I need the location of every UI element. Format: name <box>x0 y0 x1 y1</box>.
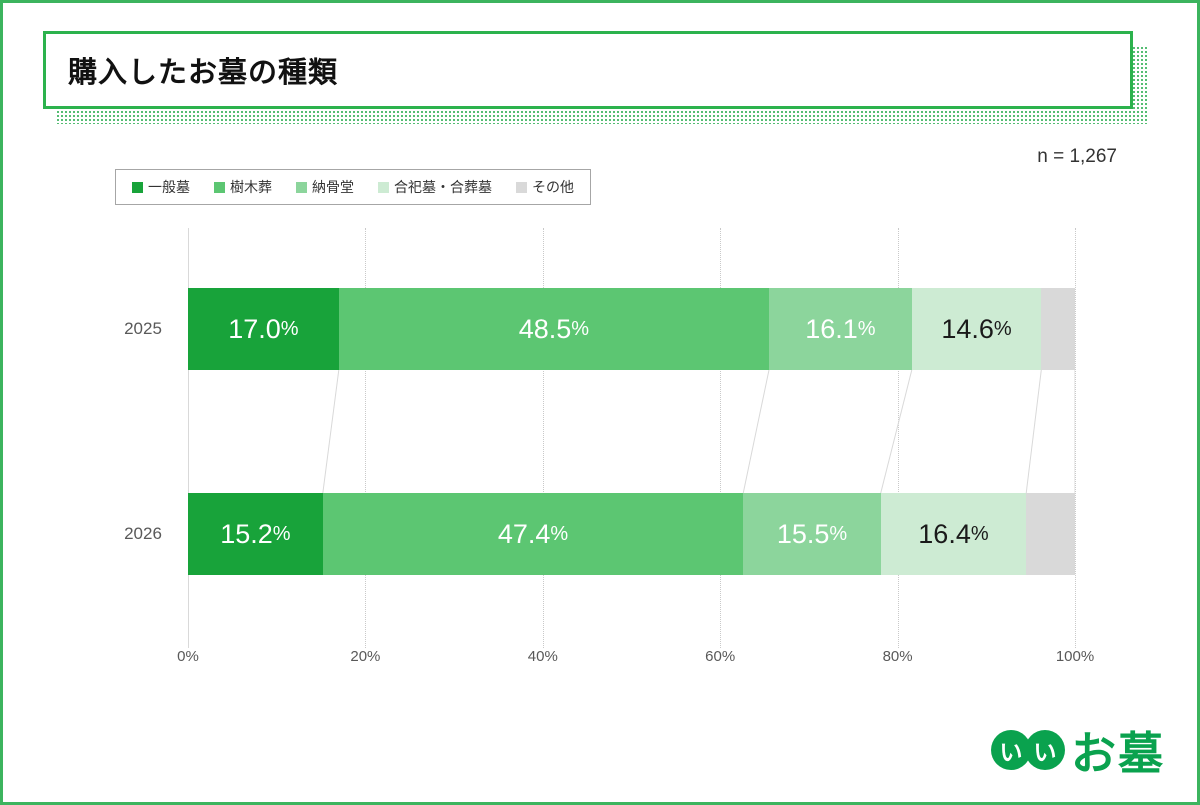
bar-segment <box>1026 493 1075 575</box>
legend-label: 樹木葬 <box>230 179 272 195</box>
x-axis-tick-label: 100% <box>1055 648 1095 665</box>
bar-segment: 16.4% <box>880 493 1027 575</box>
x-axis-tick-label: 20% <box>350 648 381 665</box>
segment-percent-sign: % <box>857 317 876 340</box>
segment-value: 17.0 <box>228 313 281 344</box>
gridline <box>188 228 189 648</box>
bar-segment: 48.5% <box>338 288 769 370</box>
legend-swatch-icon <box>296 181 307 193</box>
legend-item: 一般墓 <box>132 177 190 197</box>
segment-percent-sign: % <box>571 317 590 340</box>
category-label-2026: 2026 <box>124 524 162 543</box>
logo-text: お墓 <box>1070 728 1165 779</box>
x-axis-tick-label: 0% <box>177 648 199 665</box>
legend-item: 樹木葬 <box>214 177 272 197</box>
bar-segment: 47.4% <box>322 493 744 575</box>
legend-swatch-icon <box>132 181 143 193</box>
legend-item: その他 <box>516 177 574 197</box>
gridline <box>1075 228 1076 648</box>
gridline <box>365 228 367 648</box>
segment-percent-sign: % <box>993 317 1012 340</box>
logo-circle-icon: い <box>990 729 1031 770</box>
logo-circle-icon: い <box>1024 729 1065 770</box>
stacked-bar-2025: 17.0% 48.5% 16.1% 14.6% <box>188 288 1075 370</box>
chart-legend: 一般墓 樹木葬 納骨堂 合祀墓・合葬墓 その他 <box>115 169 591 205</box>
x-axis-tick-label: 40% <box>527 648 558 665</box>
segment-value: 15.2 <box>220 518 273 549</box>
bar-segment: 14.6% <box>911 288 1042 370</box>
gridline <box>897 228 899 648</box>
legend-swatch-icon <box>214 181 225 193</box>
page-title: 購入したお墓の種類 <box>68 57 339 89</box>
segment-value: 16.1 <box>805 313 858 344</box>
bar-segment: 15.2% <box>188 493 323 575</box>
segment-value: 48.5 <box>518 313 572 344</box>
bar-segment: 15.5% <box>743 493 881 575</box>
legend-item: 合祀墓・合葬墓 <box>378 177 492 197</box>
segment-percent-sign: % <box>272 522 291 545</box>
bar-segment: 16.1% <box>768 288 912 370</box>
bar-segment <box>1041 288 1075 370</box>
legend-swatch-icon <box>378 181 389 193</box>
legend-label: 合祀墓・合葬墓 <box>394 179 492 195</box>
legend-item: 納骨堂 <box>296 177 354 197</box>
bar-segment: 17.0% <box>188 288 339 370</box>
series-connector-lines <box>322 370 1075 493</box>
segment-percent-sign: % <box>829 522 848 545</box>
gridline <box>720 228 722 648</box>
segment-value: 47.4 <box>497 518 551 549</box>
segment-percent-sign: % <box>280 317 299 340</box>
legend-label: 納骨堂 <box>312 179 354 195</box>
category-label-2025: 2025 <box>124 319 162 338</box>
plot-area: 17.0% 48.5% 16.1% 14.6% 15.2% 47.4% 15.5% 16.4% <box>188 228 1076 648</box>
legend-label: その他 <box>532 179 574 195</box>
gridline <box>542 228 544 648</box>
iihaka-logo: い い お墓 <box>990 717 1165 782</box>
title-box: 購入したお墓の種類 <box>43 31 1133 109</box>
sample-size-label: n = 1,267 <box>1037 146 1117 167</box>
segment-percent-sign: % <box>550 522 569 545</box>
segment-value: 14.6 <box>941 313 994 344</box>
segment-value: 15.5 <box>776 518 830 549</box>
legend-swatch-icon <box>516 181 527 193</box>
x-axis-tick-label: 60% <box>705 648 736 665</box>
stacked-bar-2026: 15.2% 47.4% 15.5% 16.4% <box>188 493 1075 575</box>
segment-value: 16.4 <box>918 518 971 549</box>
legend-label: 一般墓 <box>148 179 190 195</box>
x-axis-tick-label: 80% <box>882 648 913 665</box>
segment-percent-sign: % <box>970 522 989 545</box>
